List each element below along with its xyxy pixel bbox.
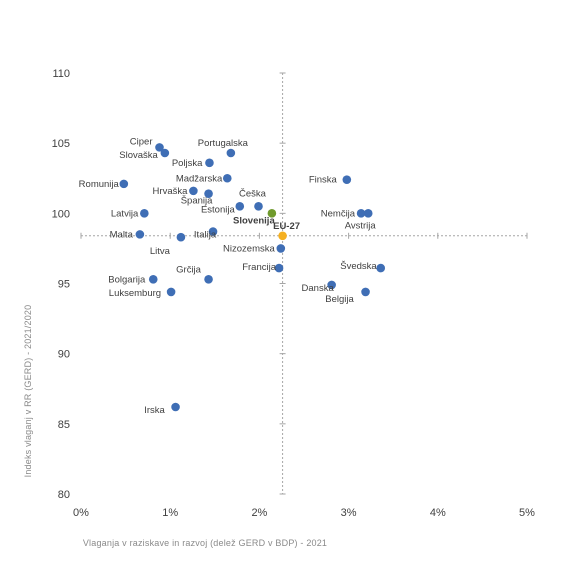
point-danska <box>327 280 336 290</box>
point-estonija <box>235 202 245 211</box>
point-madžarska <box>222 173 232 183</box>
point-label: Švedska <box>340 261 377 272</box>
point-label: Slovenija <box>233 215 275 226</box>
x-tick-label: 2% <box>251 507 267 519</box>
point-label: EU-27 <box>273 221 300 232</box>
point-label: Luksemburg <box>109 288 161 299</box>
point-eu-27 <box>278 231 287 241</box>
point-label: Nizozemska <box>223 243 275 254</box>
point-label: Latvija <box>111 208 139 219</box>
data-points <box>119 143 386 412</box>
reference-lines <box>80 72 528 495</box>
point-label: Avstrija <box>345 220 377 231</box>
x-tick-label: 1% <box>162 507 178 519</box>
point-label: Italija <box>194 230 217 241</box>
point-italija <box>208 227 218 236</box>
y-tick-label: 105 <box>52 138 70 150</box>
x-tick-label: 5% <box>519 507 535 519</box>
point-hrvaška <box>189 186 198 196</box>
y-tick-label: 110 <box>52 68 70 80</box>
point-label: Belgija <box>325 294 354 305</box>
point-label: Hrvaška <box>153 186 189 197</box>
y-tick-label: 80 <box>58 489 70 501</box>
point-slovenija <box>267 209 277 218</box>
point-latvija <box>140 209 149 218</box>
point-label: Španija <box>181 196 213 207</box>
point-malta <box>135 230 145 239</box>
x-tick-label: 4% <box>430 507 446 519</box>
point-label: Slovaška <box>119 150 158 161</box>
axis-ticks: 80 85 90 95 100 105 110 0% 1% 2% 3% 4% 5% <box>52 68 536 519</box>
point-irska <box>171 402 180 412</box>
data-labels: Ciper Slovaška Portugalska Poljska Madžarska… <box>79 136 378 416</box>
point-slovaška <box>160 148 170 158</box>
point-poljska <box>205 158 214 168</box>
point-label: Malta <box>110 229 134 240</box>
point-label: Češka <box>239 188 267 199</box>
point-label: Grčija <box>176 264 202 275</box>
y-tick-label: 95 <box>58 279 70 291</box>
point-label: Romunija <box>79 179 120 190</box>
point-label: Litva <box>150 246 171 257</box>
point-label: Finska <box>309 175 338 186</box>
point-avstrija <box>363 209 373 218</box>
point-label: Ciper <box>130 136 153 147</box>
point-nemčija <box>356 209 366 218</box>
point-label: Portugalska <box>198 138 249 149</box>
point-label: Danska <box>302 283 335 294</box>
point-bolgarija <box>148 274 158 284</box>
point-romunija <box>119 179 129 189</box>
y-tick-label: 100 <box>52 208 70 220</box>
point-label: Poljska <box>172 158 203 169</box>
y-tick-label: 90 <box>58 349 70 361</box>
point-label: Madžarska <box>176 173 223 184</box>
point-grčija <box>204 274 213 284</box>
x-tick-label: 0% <box>73 507 89 519</box>
point-label: Estonija <box>201 204 236 215</box>
y-axis-title: Indeks vlaganj v RR (GERD) - 2021/2020 <box>23 305 33 478</box>
point-nizozemska <box>276 244 286 253</box>
point-label: Irska <box>144 405 165 416</box>
point-španija <box>204 189 213 198</box>
point-francija <box>274 263 284 273</box>
x-tick-label: 3% <box>341 507 357 519</box>
point-luksemburg <box>166 287 176 297</box>
point-litva <box>176 232 186 242</box>
point-portugalska <box>226 148 236 158</box>
point-label: Francija <box>242 262 277 273</box>
point-finska <box>342 175 352 184</box>
y-tick-label: 85 <box>58 419 70 431</box>
x-axis-title: Vlaganja v raziskave in razvoj (delež GE… <box>83 538 327 548</box>
point-češka <box>254 202 263 211</box>
point-label: Bolgarija <box>108 274 146 285</box>
point-belgija <box>361 287 370 297</box>
point-label: Nemčija <box>321 208 356 219</box>
point-ciper <box>155 143 164 152</box>
point-švedska <box>376 263 386 273</box>
